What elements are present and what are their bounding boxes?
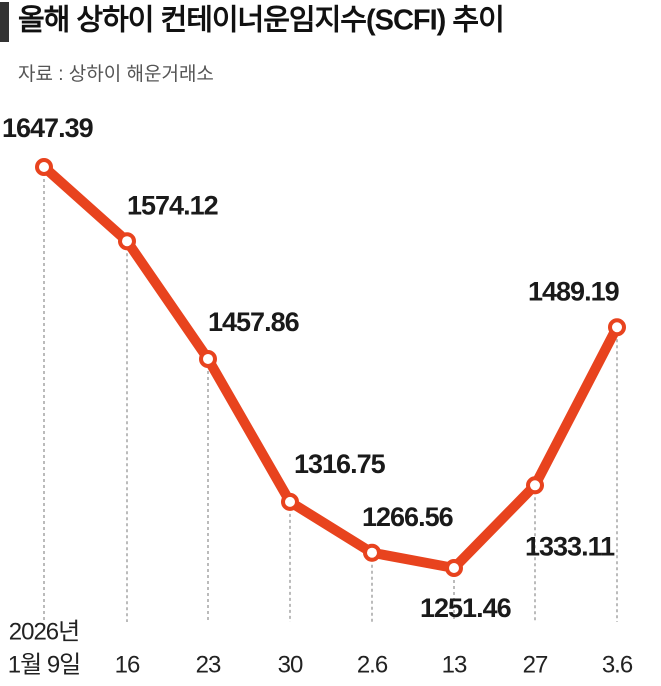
line [39, 162, 622, 573]
x-year-label: 2026년 [9, 618, 79, 645]
point [608, 318, 626, 337]
value-label: 1574.12 [127, 190, 218, 220]
value-label: 1316.75 [294, 449, 386, 479]
title-bar [0, 2, 9, 42]
value-label: 1489.19 [528, 276, 620, 306]
x-tick-label: 1월 9일 [8, 651, 81, 678]
source: 자료 : 상하이 해운거래소 [18, 63, 214, 85]
point [199, 349, 217, 368]
x-tick-label: 2.6 [357, 651, 388, 678]
x-tick-label: 13 [442, 651, 467, 678]
point [526, 476, 544, 495]
value-label: 1251.46 [420, 593, 512, 623]
point [118, 232, 136, 251]
point [363, 543, 381, 562]
x-tick-label: 3.6 [602, 651, 633, 678]
chart-title: 올해 상하이 컨테이너운임지수(SCFI) 추이 [18, 4, 504, 37]
point [35, 158, 53, 176]
point [445, 559, 463, 577]
value-label: 1457.86 [208, 307, 300, 337]
x-tick-label: 16 [115, 651, 140, 678]
value-label: 1333.11 [525, 531, 615, 561]
x-tick-label: 30 [278, 651, 303, 678]
value-label: 1647.39 [2, 113, 94, 143]
value-label: 1266.56 [362, 502, 454, 532]
point [281, 492, 299, 511]
x-tick-label: 23 [196, 651, 221, 678]
x-tick-label: 27 [523, 651, 548, 678]
